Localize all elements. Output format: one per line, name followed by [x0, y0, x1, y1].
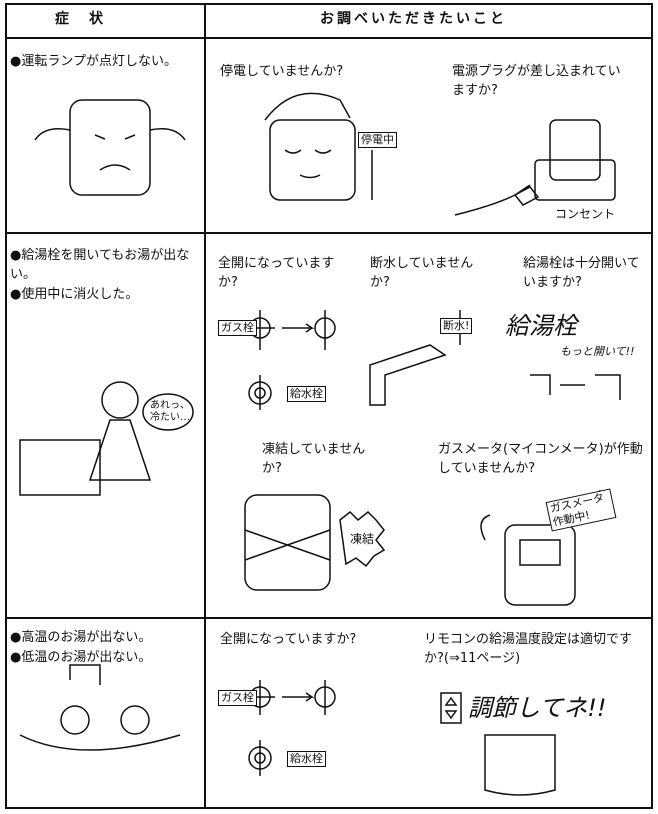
illustration-shape — [88, 419, 152, 481]
illustration-label: ガス栓 — [218, 320, 257, 336]
illustration-shape — [264, 92, 351, 121]
illustration-label: 給水栓 — [287, 751, 326, 767]
illustration-label: もっと開いて!! — [560, 345, 635, 358]
illustration-shape — [504, 524, 576, 606]
check: 全開になっていますか? — [220, 632, 357, 647]
check: 全開になっていますか? — [218, 256, 335, 290]
illustration-label: 断水! — [440, 318, 473, 334]
illustration-label: 凍結 — [350, 532, 375, 546]
illustration-shape — [284, 149, 332, 179]
illustration-label: あれっ、冷たい… — [150, 400, 190, 423]
symptom: ●給湯栓を開いてもお湯が出ない。 — [10, 248, 190, 282]
illustration-shape — [530, 374, 621, 400]
illustration-shape — [269, 119, 356, 201]
symptom: ●高温のお湯が出ない。 — [10, 630, 152, 645]
check: 給湯栓は十分開いていますか? — [523, 256, 640, 290]
symptom: ●使用中に消火した。 — [10, 287, 139, 302]
illustration-shape — [19, 439, 101, 496]
illustration-label: ガス栓 — [218, 690, 257, 706]
symptom: ●低温のお湯が出ない。 — [10, 650, 152, 665]
illustration-label: 給水栓 — [287, 386, 326, 402]
illustration-shape — [519, 539, 561, 566]
illustration-shape — [282, 692, 315, 702]
illustration-shape — [484, 734, 556, 796]
illustration-shape — [244, 529, 331, 561]
check: 電源プラグが差し込まれていますか? — [452, 64, 621, 98]
check: 断水していませんか? — [370, 256, 474, 290]
illustration-shape — [19, 664, 181, 751]
illustration-shape — [339, 510, 386, 568]
illustration-shape — [444, 696, 458, 720]
check: リモコンの給湯温度設定は適切ですか?(⇒11ページ) — [424, 632, 633, 666]
illustration-shape — [5, 3, 653, 809]
check: 停電していませんか? — [220, 64, 344, 79]
illustration-shape — [101, 381, 139, 419]
header-symptom: 症 状 — [55, 11, 106, 27]
illustration-shape — [549, 119, 601, 181]
illustration-label: コンセント — [555, 207, 616, 221]
illustration-shape — [34, 128, 186, 141]
check: 凍結していませんか? — [262, 442, 366, 476]
illustration-label: 調節してネ!! — [468, 694, 607, 722]
illustration-shape — [142, 393, 194, 431]
check: ガスメータ(マイコンメータ)が作動していませんか? — [438, 442, 643, 476]
illustration-shape — [454, 184, 540, 216]
illustration-shape — [369, 344, 447, 406]
illustration-shape — [282, 323, 315, 333]
illustration-shape — [120, 705, 150, 735]
illustration-shape — [534, 159, 616, 201]
illustration-label: 停電中 — [358, 132, 397, 148]
illustration-label: 給湯栓 — [505, 312, 577, 340]
illustration-shape — [94, 134, 136, 171]
illustration-shape — [440, 692, 462, 724]
header-check: お調べいただきたいこと — [320, 11, 507, 27]
illustration-shape — [60, 705, 90, 735]
illustration-shape — [244, 494, 331, 591]
illustration-shape — [69, 99, 151, 196]
symptom: ●運転ランプが点灯しない。 — [10, 54, 177, 69]
